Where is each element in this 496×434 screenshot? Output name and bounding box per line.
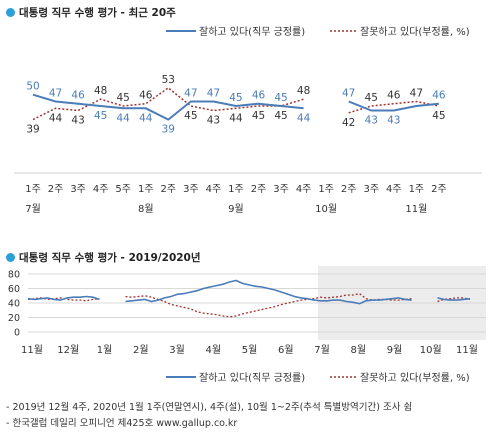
series-positive-line	[32, 93, 440, 121]
negative-data-label: 44	[229, 112, 243, 124]
week-tick-label: 4주	[93, 184, 109, 195]
week-tick-label: 3주	[183, 184, 199, 195]
month-tick-label: 3월	[169, 344, 185, 356]
negative-data-label: 46	[139, 90, 153, 102]
negative-data-label: 46	[387, 90, 401, 102]
negative-data-label: 45	[274, 110, 287, 122]
y-tick-label: 0	[14, 328, 20, 339]
month-tick-label: 4월	[205, 344, 221, 356]
y-tick-label: 60	[8, 284, 20, 295]
footnote-survey-breaks: - 2019년 12월 4주, 2020년 1월 1주(연말연시), 4주(설)…	[6, 402, 413, 413]
negative-data-label: 45	[365, 92, 378, 104]
positive-data-label: 44	[139, 112, 153, 124]
positive-data-label: 44	[117, 112, 131, 124]
week-tick-label: 3주	[363, 184, 379, 195]
positive-data-label: 47	[49, 87, 62, 99]
bullet-dot-icon	[6, 8, 15, 17]
positive-data-label: 47	[184, 87, 197, 99]
positive-data-label: 46	[252, 90, 266, 102]
week-tick-label: 1주	[138, 184, 154, 195]
week-tick-label: 4주	[206, 184, 222, 195]
week-tick-label: 1주	[318, 184, 334, 195]
month-tick-label: 2월	[133, 344, 149, 356]
month-tick-label: 11월	[405, 203, 427, 215]
y-tick-label: 80	[8, 270, 20, 281]
month-tick-label: 8월	[350, 344, 366, 356]
footnote-source: - 한국갤럽 데일리 오피니언 제425호 www.gallup.co.kr	[6, 418, 238, 429]
y-tick-label: 20	[8, 313, 20, 324]
week-tick-label: 3주	[273, 184, 289, 195]
legend-negative-label: 잘못하고 있다(부정률, %)	[360, 371, 470, 384]
week-tick-label: 2주	[341, 184, 357, 195]
negative-data-label: 53	[162, 74, 175, 86]
month-tick-label: 1월	[97, 344, 113, 356]
chart1-recent-20-weeks: 잘하고 있다(직무 긍정률) 잘못하고 있다(부정률, %) 50 47 46 45 44 4…	[14, 25, 482, 215]
month-tick-label: 5월	[242, 344, 258, 356]
positive-data-label: 46	[71, 90, 85, 102]
positive-data-label: 44	[297, 112, 311, 124]
negative-data-label: 47	[410, 87, 423, 99]
positive-data-label: 45	[274, 92, 287, 104]
legend-positive-label: 잘하고 있다(직무 긍정률)	[199, 25, 305, 38]
positive-data-label: 39	[162, 124, 175, 136]
month-tick-label: 10월	[420, 344, 442, 356]
week-tick-label: 2주	[48, 184, 64, 195]
series-positive-line	[27, 279, 471, 305]
negative-data-label: 44	[49, 112, 63, 124]
month-tick-label: 8월	[138, 203, 154, 215]
positive-data-label: 47	[342, 87, 355, 99]
negative-data-label: 45	[252, 110, 265, 122]
bullet-dot-icon	[6, 253, 15, 262]
chart2-2019-2020: 0 20 40 60 80 11월 12월 1월 2월 3월 4월 5월 6월 7월 8월 9월 10월 11월잘…	[8, 266, 486, 384]
negative-data-label: 48	[94, 85, 107, 97]
negative-data-label: 45	[117, 92, 130, 104]
negative-data-label: 43	[207, 115, 220, 127]
positive-data-label: 50	[26, 81, 39, 93]
chart2-title: 대통령 직무 수행 평가 - 2019/2020년	[6, 250, 201, 265]
positive-data-label: 46	[432, 90, 446, 102]
legend-positive-label: 잘하고 있다(직무 긍정률)	[199, 371, 305, 384]
month-tick-label: 11월	[456, 344, 478, 356]
month-tick-label: 9월	[228, 203, 244, 215]
legend-negative-label: 잘못하고 있다(부정률, %)	[360, 25, 470, 38]
positive-data-label: 45	[94, 110, 107, 122]
positive-data-label: 45	[229, 92, 242, 104]
negative-data-label: 45	[184, 110, 197, 122]
negative-data-label: 39	[26, 124, 39, 136]
week-tick-label: 5주	[115, 184, 131, 195]
week-tick-label: 4주	[386, 184, 402, 195]
negative-data-label: 48	[297, 85, 310, 97]
positive-data-label: 43	[365, 115, 378, 127]
negative-data-label: 45	[432, 110, 445, 122]
week-tick-label: 2주	[431, 184, 447, 195]
month-tick-label: 10월	[315, 203, 337, 215]
month-tick-label: 12월	[57, 344, 79, 356]
month-tick-label: 11월	[21, 344, 43, 356]
week-tick-label: 4주	[296, 184, 312, 195]
month-tick-label: 9월	[387, 344, 403, 356]
week-tick-label: 1주	[25, 184, 41, 195]
series-negative-line	[32, 86, 440, 121]
positive-data-label: 43	[387, 115, 400, 127]
positive-data-label: 47	[207, 87, 220, 99]
month-tick-label: 6월	[278, 344, 294, 356]
week-tick-label: 2주	[161, 184, 177, 195]
chart1-title: 대통령 직무 수행 평가 - 최근 20주	[6, 5, 176, 20]
week-tick-label: 1주	[228, 184, 244, 195]
week-tick-label: 2주	[251, 184, 267, 195]
week-tick-label: 3주	[70, 184, 86, 195]
negative-data-label: 42	[342, 117, 355, 129]
week-tick-label: 1주	[409, 184, 425, 195]
month-tick-label: 7월	[25, 203, 41, 215]
y-tick-label: 40	[8, 299, 20, 310]
negative-data-label: 43	[71, 115, 84, 127]
month-tick-label: 7월	[314, 344, 330, 356]
